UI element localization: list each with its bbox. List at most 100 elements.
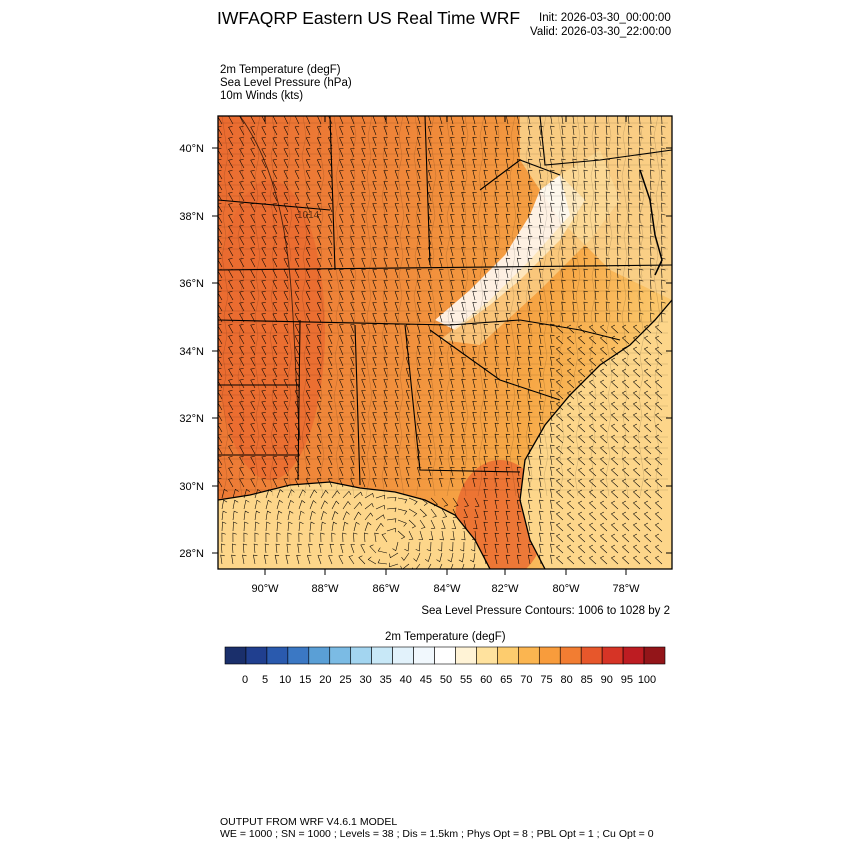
wind-barb bbox=[383, 126, 388, 136]
wind-barb bbox=[363, 532, 369, 543]
wind-barb bbox=[527, 356, 533, 367]
colorbar-label: 55 bbox=[460, 674, 472, 686]
wind-barb bbox=[527, 433, 533, 444]
wind-barb bbox=[505, 378, 511, 389]
wind-barb bbox=[539, 301, 544, 312]
wind-barb bbox=[228, 203, 234, 213]
wind-barb bbox=[394, 390, 400, 400]
wind-barb bbox=[483, 400, 488, 411]
wind-barb bbox=[394, 291, 400, 301]
wind-barb bbox=[386, 527, 396, 533]
wind-barb bbox=[428, 324, 433, 334]
wind-barb bbox=[394, 214, 400, 224]
wind-barb bbox=[250, 159, 256, 169]
wind-barb bbox=[550, 554, 555, 565]
wind-barb bbox=[643, 533, 652, 543]
wind-barb bbox=[439, 159, 444, 169]
wind-barb bbox=[305, 379, 311, 389]
wind-barb bbox=[450, 530, 455, 541]
wind-barb bbox=[483, 268, 488, 279]
wind-barb bbox=[416, 357, 422, 367]
wind-barb bbox=[327, 346, 333, 356]
wind-barb bbox=[483, 213, 488, 224]
wind-barb bbox=[483, 488, 488, 499]
wind-barb bbox=[583, 312, 588, 323]
wind-barb bbox=[426, 541, 432, 552]
wind-barb bbox=[539, 433, 544, 444]
wind-barb bbox=[328, 116, 333, 125]
lat-label: 38°N bbox=[179, 211, 204, 223]
wind-barb bbox=[239, 302, 245, 312]
wind-barb bbox=[218, 137, 223, 147]
wind-barb bbox=[539, 169, 544, 180]
wind-barb bbox=[250, 225, 256, 235]
wind-barb bbox=[516, 455, 522, 466]
wind-barb bbox=[361, 280, 366, 290]
wind-barb bbox=[372, 357, 377, 367]
wind-barb bbox=[350, 269, 355, 279]
wind-barb bbox=[350, 346, 355, 356]
wind-barb bbox=[527, 279, 533, 290]
wind-barb bbox=[450, 455, 455, 466]
wind-barb bbox=[405, 401, 411, 411]
wind-barb bbox=[458, 552, 465, 563]
wind-barb bbox=[610, 368, 619, 378]
wind-barb bbox=[461, 125, 466, 136]
wind-barb bbox=[439, 390, 444, 400]
wind-barb bbox=[639, 312, 644, 323]
wind-barb bbox=[327, 335, 333, 345]
wind-barb bbox=[339, 291, 344, 301]
wind-barb bbox=[218, 423, 223, 433]
wind-barb bbox=[577, 324, 586, 334]
wind-barb bbox=[416, 225, 422, 235]
wind-barb bbox=[375, 504, 385, 510]
wind-barb bbox=[472, 257, 477, 268]
wind-barb bbox=[505, 213, 511, 224]
gulf-of-mexico bbox=[218, 482, 490, 569]
wind-barb bbox=[372, 335, 377, 345]
wind-barb bbox=[463, 508, 468, 518]
colorbar-label: 60 bbox=[480, 674, 492, 686]
wind-barb bbox=[610, 544, 619, 554]
wind-barb bbox=[610, 335, 619, 345]
wind-barb bbox=[594, 191, 599, 202]
wind-barb bbox=[527, 488, 533, 499]
wind-barb bbox=[239, 192, 245, 202]
lat-label: 40°N bbox=[179, 143, 204, 155]
valid-time: Valid: 2026-03-30_22:00:00 bbox=[530, 26, 672, 38]
wind-barb bbox=[566, 324, 575, 334]
wind-barb bbox=[239, 148, 245, 158]
wind-barb bbox=[643, 368, 652, 378]
wind-barb bbox=[516, 543, 522, 554]
wind-barb bbox=[588, 390, 597, 400]
wind-barb bbox=[639, 136, 644, 147]
wind-barb bbox=[483, 356, 488, 367]
wind-barb bbox=[494, 499, 500, 510]
wind-barb bbox=[283, 478, 289, 488]
wind-barb bbox=[577, 522, 586, 532]
wind-barb bbox=[616, 158, 622, 169]
wind-barb bbox=[654, 368, 663, 378]
wind-barb bbox=[583, 235, 588, 246]
wind-barb bbox=[527, 268, 533, 279]
wind-barb bbox=[539, 246, 544, 257]
wind-barb bbox=[408, 508, 418, 517]
wind-barb bbox=[566, 368, 575, 378]
wind-barb bbox=[550, 521, 555, 532]
wind-barb bbox=[483, 422, 488, 433]
wind-barb bbox=[577, 335, 586, 345]
wind-barb bbox=[441, 519, 446, 529]
wind-barb bbox=[350, 324, 355, 334]
wind-barb bbox=[654, 412, 663, 422]
wind-barb bbox=[265, 510, 272, 521]
wind-barb bbox=[472, 378, 477, 389]
wind-barb bbox=[383, 390, 388, 400]
wind-barb bbox=[494, 444, 500, 455]
wind-barb bbox=[632, 478, 641, 488]
wind-barb bbox=[250, 357, 256, 367]
colorbar-swatch bbox=[455, 646, 477, 665]
wind-barb bbox=[239, 313, 245, 323]
wind-barb bbox=[342, 511, 350, 521]
wind-barb bbox=[450, 116, 454, 125]
wind-barb bbox=[516, 235, 522, 246]
